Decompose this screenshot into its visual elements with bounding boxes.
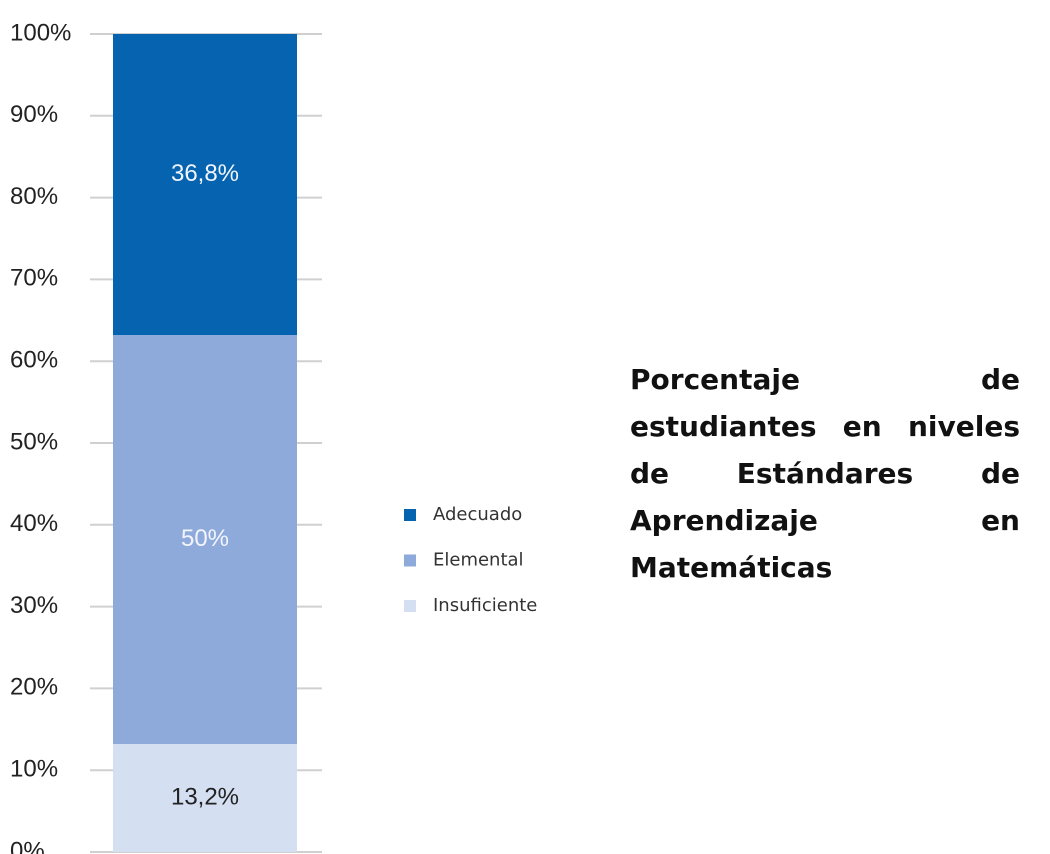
y-tick-label: 90% (10, 101, 58, 128)
y-tick-label: 80% (10, 183, 58, 210)
y-tick-label: 40% (10, 510, 58, 537)
legend-label: Adecuado (433, 504, 522, 525)
chart-title: Porcentaje de estudiantes en niveles de … (630, 363, 1020, 584)
value-label: 13,2% (171, 783, 239, 810)
legend-label: Insuficiente (433, 595, 537, 616)
y-tick-label: 10% (10, 756, 58, 783)
legend-swatch (404, 509, 416, 521)
y-tick-label: 20% (10, 674, 58, 701)
legend-swatch (404, 554, 416, 567)
y-tick-label: 0% (10, 837, 45, 854)
legend-swatch (404, 600, 416, 612)
value-label: 50% (181, 525, 229, 552)
y-tick-label: 100% (10, 19, 71, 46)
bar-segment (113, 335, 297, 745)
bar-segment (113, 34, 297, 336)
y-tick-label: 70% (10, 265, 58, 292)
y-tick-label: 50% (10, 428, 58, 455)
legend-label: Elemental (433, 550, 524, 571)
y-tick-label: 60% (10, 347, 58, 374)
value-label: 36,8% (171, 160, 239, 187)
bar-segment (113, 744, 297, 852)
y-tick-label: 30% (10, 592, 58, 619)
